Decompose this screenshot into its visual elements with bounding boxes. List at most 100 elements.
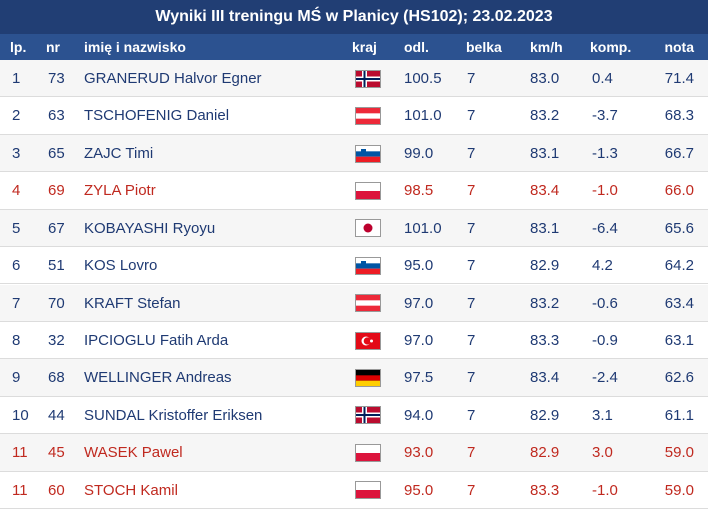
header-row: lp. nr imię i nazwisko kraj odl. belka km/h kom… — [0, 34, 708, 60]
table-cell: 66.7 — [664, 144, 694, 162]
table-cell: 68 — [48, 369, 65, 387]
country-flag — [355, 107, 381, 130]
table-cell: -6.4 — [592, 219, 618, 237]
table-cell: 4.2 — [592, 257, 613, 275]
table-cell: 11 — [12, 444, 28, 462]
table-cell: -0.9 — [592, 331, 618, 349]
table-cell: 0.4 — [592, 70, 613, 87]
table-cell: 101.0 — [404, 219, 442, 237]
table-cell: 44 — [48, 406, 65, 424]
table-cell: 70 — [48, 294, 65, 312]
table-row: 9 68 WELLINGER Andreas 97.5 7 83.4 -2.4 62.6 — [0, 359, 708, 397]
table-cell: -1.0 — [592, 182, 618, 200]
table-cell: 93.0 — [404, 444, 434, 462]
table-cell: 65.6 — [664, 219, 694, 237]
table-cell: 97.5 — [404, 369, 434, 387]
table-cell: 8 — [12, 331, 21, 349]
table-cell: 63.1 — [664, 331, 694, 349]
table-cell: 83.4 — [530, 182, 560, 200]
table-cell: -3.7 — [592, 107, 618, 125]
table-cell: 99.0 — [404, 144, 434, 162]
table-cell: 51 — [48, 257, 65, 275]
table-cell: 7 — [467, 70, 476, 87]
table-cell: 73 — [48, 70, 65, 87]
table-cell: 7 — [12, 294, 21, 312]
table-cell: 3.1 — [592, 406, 613, 424]
table-cell: 83.1 — [530, 219, 560, 237]
country-flag — [355, 181, 381, 205]
table-cell: STOCH Kamil — [84, 481, 178, 499]
table-cell: KOS Lovro — [84, 257, 158, 275]
column-header: belka — [466, 39, 502, 55]
table-cell: 95.0 — [404, 481, 434, 499]
table-cell: 5 — [12, 219, 21, 237]
table-cell: WASEK Pawel — [84, 444, 183, 462]
table-row: 8 32 IPCIOGLU Fatih Arda 97.0 7 83.3 -0.9 63.1 — [0, 321, 708, 360]
table-cell: 4 — [12, 182, 21, 200]
table-row: 3 65 ZAJC Timi 99.0 7 83.1 -1.3 66.7 — [0, 134, 708, 173]
table-cell: 7 — [467, 182, 476, 200]
table-cell: 6 — [12, 257, 21, 275]
table-cell: 2 — [12, 107, 21, 125]
table-cell: 7 — [467, 294, 476, 312]
table-cell: GRANERUD Halvor Egner — [84, 70, 262, 87]
table-cell: 83.4 — [530, 369, 560, 387]
column-header: lp. — [10, 39, 27, 55]
table-row: 6 51 KOS Lovro 95.0 7 82.9 4.2 64.2 — [0, 247, 708, 285]
table-cell: 101.0 — [404, 107, 442, 125]
table-cell: 83.3 — [530, 331, 560, 349]
table-cell: KRAFT Stefan — [84, 294, 181, 312]
table-cell: 69 — [48, 182, 65, 200]
table-cell: 97.0 — [404, 331, 434, 349]
table-cell: 59.0 — [664, 444, 694, 462]
table-cell: 82.9 — [530, 406, 560, 424]
table-cell: 11 — [12, 481, 28, 499]
table-cell: 3 — [12, 144, 21, 162]
table-cell: SUNDAL Kristoffer Eriksen — [84, 406, 263, 424]
table-cell: ZYLA Piotr — [84, 182, 156, 200]
table-cell: 60 — [48, 481, 65, 499]
column-header: odl. — [404, 39, 429, 55]
country-flag — [355, 294, 381, 317]
table-cell: 61.1 — [664, 406, 694, 424]
table-row: 11 60 STOCH Kamil 95.0 7 83.3 -1.0 59.0 — [0, 471, 708, 509]
country-flag — [355, 256, 381, 280]
country-flag — [355, 406, 381, 429]
country-flag — [355, 219, 381, 242]
table-row: 2 63 TSCHOFENIG Daniel 101.0 7 83.2 -3.7 68.3 — [0, 97, 708, 135]
country-flag — [355, 331, 381, 355]
table-row: 11 45 WASEK Pawel 93.0 7 82.9 3.0 59.0 — [0, 434, 708, 472]
table-cell: 7 — [467, 481, 476, 499]
table-cell: 83.2 — [530, 294, 560, 312]
table-cell: 62.6 — [664, 369, 694, 387]
country-flag — [355, 69, 381, 93]
table-cell: 83.2 — [530, 107, 560, 125]
table-cell: 9 — [12, 369, 21, 387]
table-cell: 95.0 — [404, 257, 434, 275]
table-cell: 83.3 — [530, 481, 560, 499]
table-cell: TSCHOFENIG Daniel — [84, 107, 230, 125]
column-header: imię i nazwisko — [84, 39, 186, 55]
table-cell: 66.0 — [664, 182, 694, 200]
table-cell: -2.4 — [592, 369, 618, 387]
table-row: 4 69 ZYLA Piotr 98.5 7 83.4 -1.0 66.0 — [0, 172, 708, 210]
table-cell: 71.4 — [664, 70, 694, 87]
table-cell: IPCIOGLU Fatih Arda — [84, 331, 229, 349]
column-header: nr — [46, 39, 60, 55]
column-header: nota — [664, 39, 694, 55]
table-cell: ZAJC Timi — [84, 144, 154, 162]
table-row: 1 73 GRANERUD Halvor Egner 100.5 7 83.0 0.4 71.… — [0, 60, 708, 98]
table-row: 10 44 SUNDAL Kristoffer Eriksen 94.0 7 82.9 3.… — [0, 396, 708, 435]
table-cell: 59.0 — [664, 481, 694, 499]
country-flag — [355, 144, 381, 168]
table-cell: 63.4 — [664, 294, 694, 312]
table-cell: 67 — [48, 219, 65, 237]
table-cell: 83.1 — [530, 144, 560, 162]
table-cell: 63 — [48, 107, 65, 125]
table-cell: 83.0 — [530, 70, 560, 87]
table-cell: 32 — [48, 331, 65, 349]
table-cell: 45 — [48, 444, 65, 462]
table-cell: 82.9 — [530, 444, 560, 462]
table-cell: 7 — [467, 406, 476, 424]
